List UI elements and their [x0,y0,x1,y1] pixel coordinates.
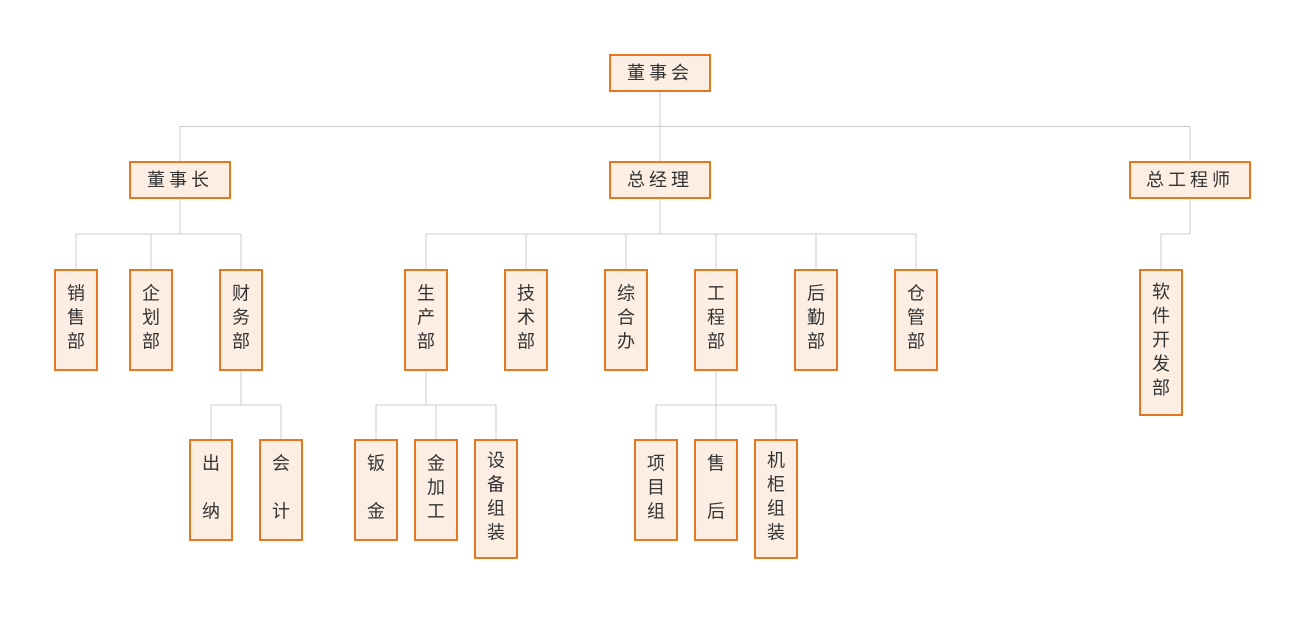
node-n13: 财务部 [220,270,262,370]
org-chart: 董事会董事长 总经理 总工程师销售部 企划部 财务部出 纳会 计 生产部 技术部 综合办 工程部… [0,0,1300,622]
node-n2: 总经理 [610,162,710,198]
node-label: 软件开发部 [1152,282,1170,398]
node-label: 总工程师 [1146,170,1234,190]
node-n1: 董事长 [130,162,230,198]
node-n131: 出 纳 [190,440,232,540]
node-label: 技术部 [517,283,535,351]
node-root: 董事会 [610,55,710,91]
node-label: 仓管部 [907,283,925,351]
node-n21: 生产部 [405,270,447,370]
node-label: 后勤部 [807,283,825,351]
node-label: 总经理 [627,170,693,190]
node-label: 工程部 [707,283,725,351]
node-n31: 软件开发部 [1140,270,1182,415]
node-label: 企划部 [142,283,160,351]
node-n11: 销售部 [55,270,97,370]
node-label: 项目组 [647,453,665,521]
node-n212: 金加工 [415,440,457,540]
node-n241: 项目组 [635,440,677,540]
node-label: 财务部 [232,283,250,351]
node-n243: 机柜组装 [755,440,797,558]
node-n242: 售 后 [695,440,737,540]
node-label: 综合办 [617,283,635,351]
node-n211: 钣 金 [355,440,397,540]
node-label: 生产部 [417,283,435,351]
node-n213: 设备组装 [475,440,517,558]
node-n26: 仓管部 [895,270,937,370]
node-n24: 工程部 [695,270,737,370]
node-n12: 企划部 [130,270,172,370]
node-n132: 会 计 [260,440,302,540]
node-label: 董事会 [627,63,693,83]
node-n23: 综合办 [605,270,647,370]
node-n25: 后勤部 [795,270,837,370]
node-n22: 技术部 [505,270,547,370]
node-n3: 总工程师 [1130,162,1250,198]
node-label: 金加工 [427,453,445,521]
node-label: 销售部 [67,283,85,351]
node-label: 董事长 [147,170,213,190]
